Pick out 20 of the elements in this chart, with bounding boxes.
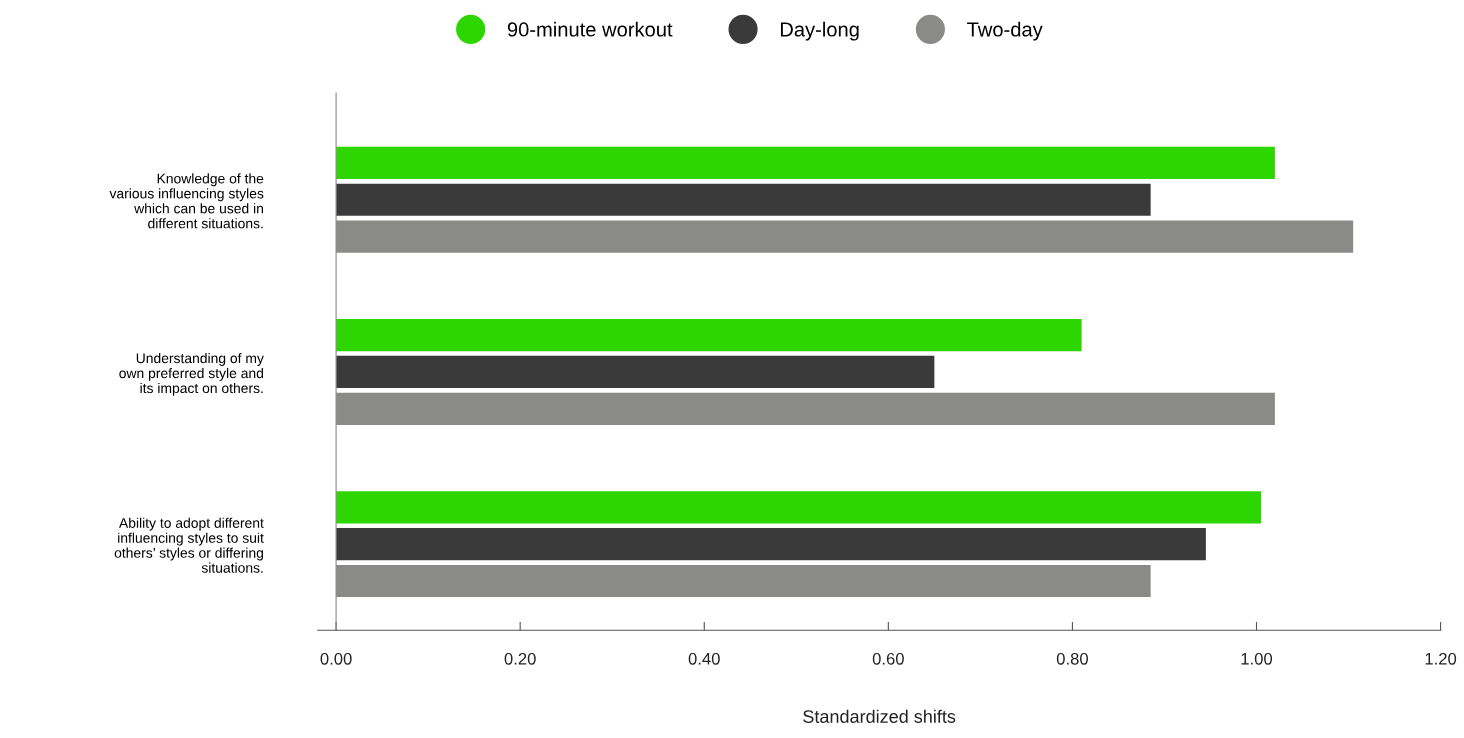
bar [336,355,935,389]
bar [336,183,1151,216]
x-tick-label: 0.20 [504,652,536,665]
x-tick-label: 1.00 [1241,652,1273,665]
legend-label: Day-long [780,21,859,41]
bar [336,146,1275,179]
legend-label: Two-day [967,21,1043,41]
y-tick-label: Ability to adopt different influencing styles to suit others’ styles or differing situations. [114,517,264,573]
x-tick-label: 0.60 [872,652,904,665]
y-tick-label: Understanding of my own preferred style and its impact on others. [119,352,264,396]
bar [336,528,1206,561]
y-tick-label: Knowledge of the various influencing styles which can be used in different situations. [109,173,264,229]
legend-label: 90-minute workout [507,21,673,37]
x-tick-label: 1.20 [1425,652,1457,665]
x-tick-label: 0.80 [1056,652,1088,665]
bar [336,491,1262,524]
bar [336,319,1082,352]
x-tick-label: 0.00 [320,652,352,665]
x-tick-label: 0.40 [688,652,720,665]
x-axis-title: Standardized shifts [803,709,956,723]
